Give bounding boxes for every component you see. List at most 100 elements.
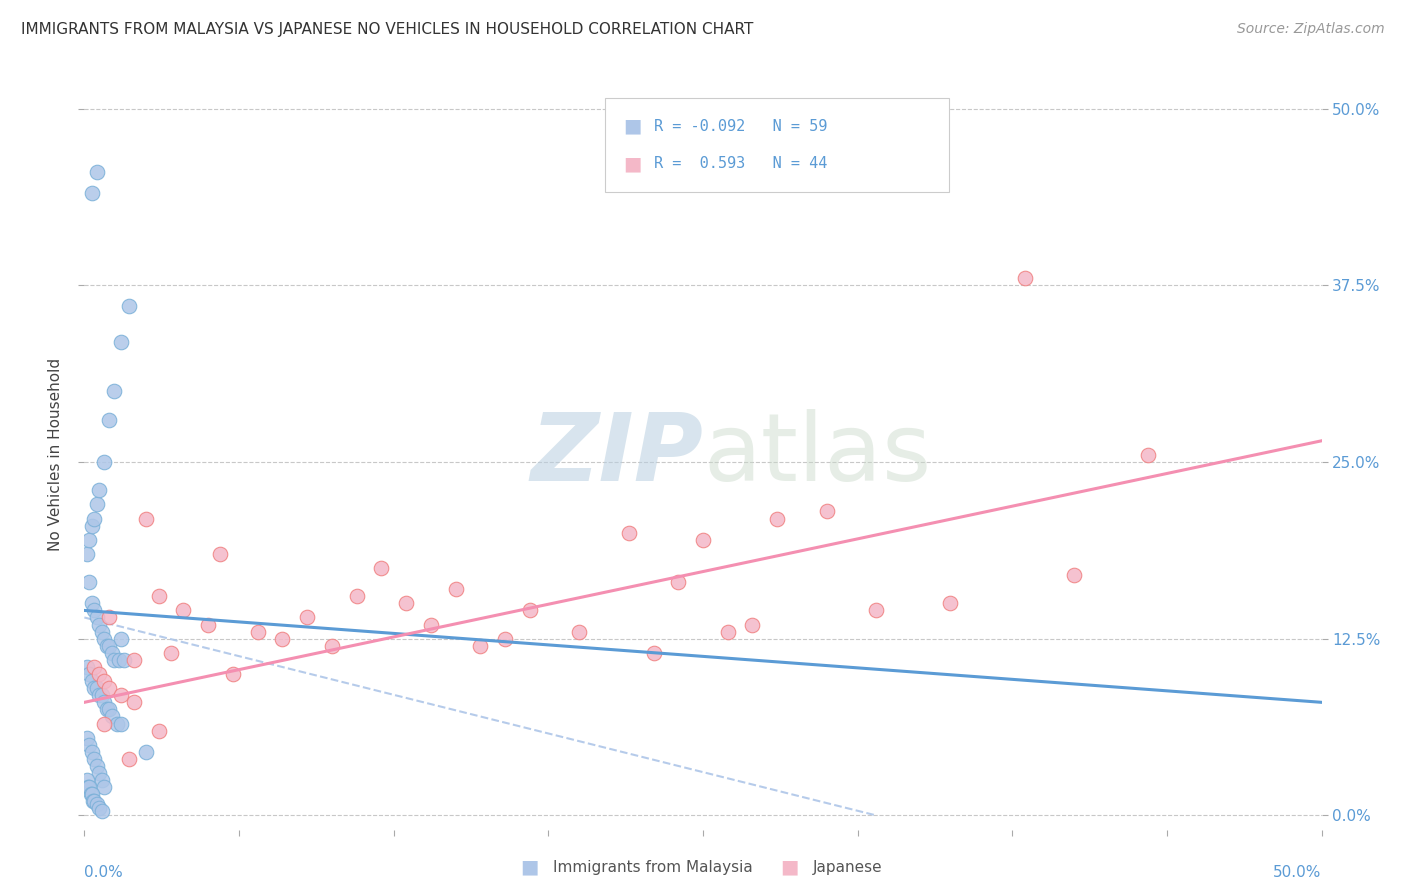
Point: [89, 801, 111, 815]
Point: [86, 759, 108, 773]
Point: [86, 610, 108, 624]
Point: [98, 412, 121, 426]
Point: [112, 653, 135, 667]
Text: Japanese: Japanese: [813, 860, 883, 874]
Point: [83, 794, 105, 808]
Point: [80, 186, 103, 201]
Point: [76, 547, 98, 561]
Point: [79, 780, 101, 794]
Point: [172, 603, 194, 617]
Point: [90, 688, 112, 702]
Point: [865, 603, 887, 617]
Point: [80, 674, 103, 689]
Text: ■: ■: [520, 857, 538, 877]
Point: [148, 723, 170, 738]
Point: [643, 646, 665, 660]
Point: [76, 773, 98, 788]
Point: [98, 610, 121, 624]
Point: [98, 702, 121, 716]
Text: R =  0.593   N = 44: R = 0.593 N = 44: [654, 156, 827, 171]
Point: [80, 596, 103, 610]
Text: ■: ■: [623, 117, 641, 136]
Point: [82, 794, 104, 808]
Point: [105, 716, 128, 731]
Point: [86, 797, 108, 811]
Point: [419, 617, 441, 632]
Point: [370, 561, 392, 575]
Point: [118, 752, 141, 766]
Point: [86, 497, 108, 511]
Point: [83, 660, 105, 674]
Point: [617, 525, 640, 540]
Point: [93, 632, 115, 646]
Point: [90, 624, 112, 639]
Point: [110, 334, 132, 349]
Point: [93, 716, 115, 731]
Point: [89, 483, 111, 498]
Point: [79, 738, 101, 752]
Text: ZIP: ZIP: [530, 409, 703, 501]
Point: [83, 752, 105, 766]
Text: IMMIGRANTS FROM MALAYSIA VS JAPANESE NO VEHICLES IN HOUSEHOLD CORRELATION CHART: IMMIGRANTS FROM MALAYSIA VS JAPANESE NO …: [21, 22, 754, 37]
Point: [271, 632, 294, 646]
Point: [197, 617, 219, 632]
Point: [222, 667, 245, 681]
Point: [83, 511, 105, 525]
Point: [90, 804, 112, 818]
Point: [89, 688, 111, 702]
Point: [80, 787, 103, 801]
Point: [103, 653, 125, 667]
Point: [346, 589, 368, 603]
Point: [1014, 271, 1036, 285]
Point: [93, 674, 115, 689]
Point: [80, 745, 103, 759]
Point: [77, 780, 100, 794]
Point: [93, 455, 115, 469]
Point: [160, 646, 183, 660]
Point: [741, 617, 763, 632]
Point: [815, 504, 838, 518]
Point: [96, 702, 118, 716]
Point: [939, 596, 962, 610]
Point: [135, 511, 157, 525]
Text: R = -0.092   N = 59: R = -0.092 N = 59: [654, 119, 827, 134]
Point: [666, 575, 689, 590]
Point: [90, 773, 112, 788]
Point: [89, 667, 111, 681]
Point: [80, 518, 103, 533]
Point: [79, 667, 101, 681]
Text: 0.0%: 0.0%: [84, 865, 124, 880]
Text: ■: ■: [780, 857, 799, 877]
Point: [89, 766, 111, 780]
Point: [444, 582, 467, 597]
Point: [96, 639, 118, 653]
Point: [76, 731, 98, 745]
Point: [321, 639, 343, 653]
Text: atlas: atlas: [703, 409, 931, 501]
Point: [135, 745, 157, 759]
Point: [1137, 448, 1160, 462]
Point: [110, 716, 132, 731]
Point: [122, 653, 145, 667]
Point: [494, 632, 516, 646]
Point: [148, 589, 170, 603]
Point: [93, 695, 115, 709]
Point: [246, 624, 269, 639]
Point: [568, 624, 591, 639]
Point: [717, 624, 740, 639]
Point: [83, 681, 105, 696]
Text: 50.0%: 50.0%: [1274, 865, 1322, 880]
Point: [79, 575, 101, 590]
Point: [86, 681, 108, 696]
Point: [295, 610, 318, 624]
Point: [395, 596, 418, 610]
Point: [209, 547, 232, 561]
Point: [118, 300, 141, 314]
Point: [108, 653, 131, 667]
Point: [470, 639, 492, 653]
Point: [110, 632, 132, 646]
Point: [93, 780, 115, 794]
Point: [98, 681, 121, 696]
Point: [100, 709, 122, 723]
Point: [1063, 568, 1085, 582]
